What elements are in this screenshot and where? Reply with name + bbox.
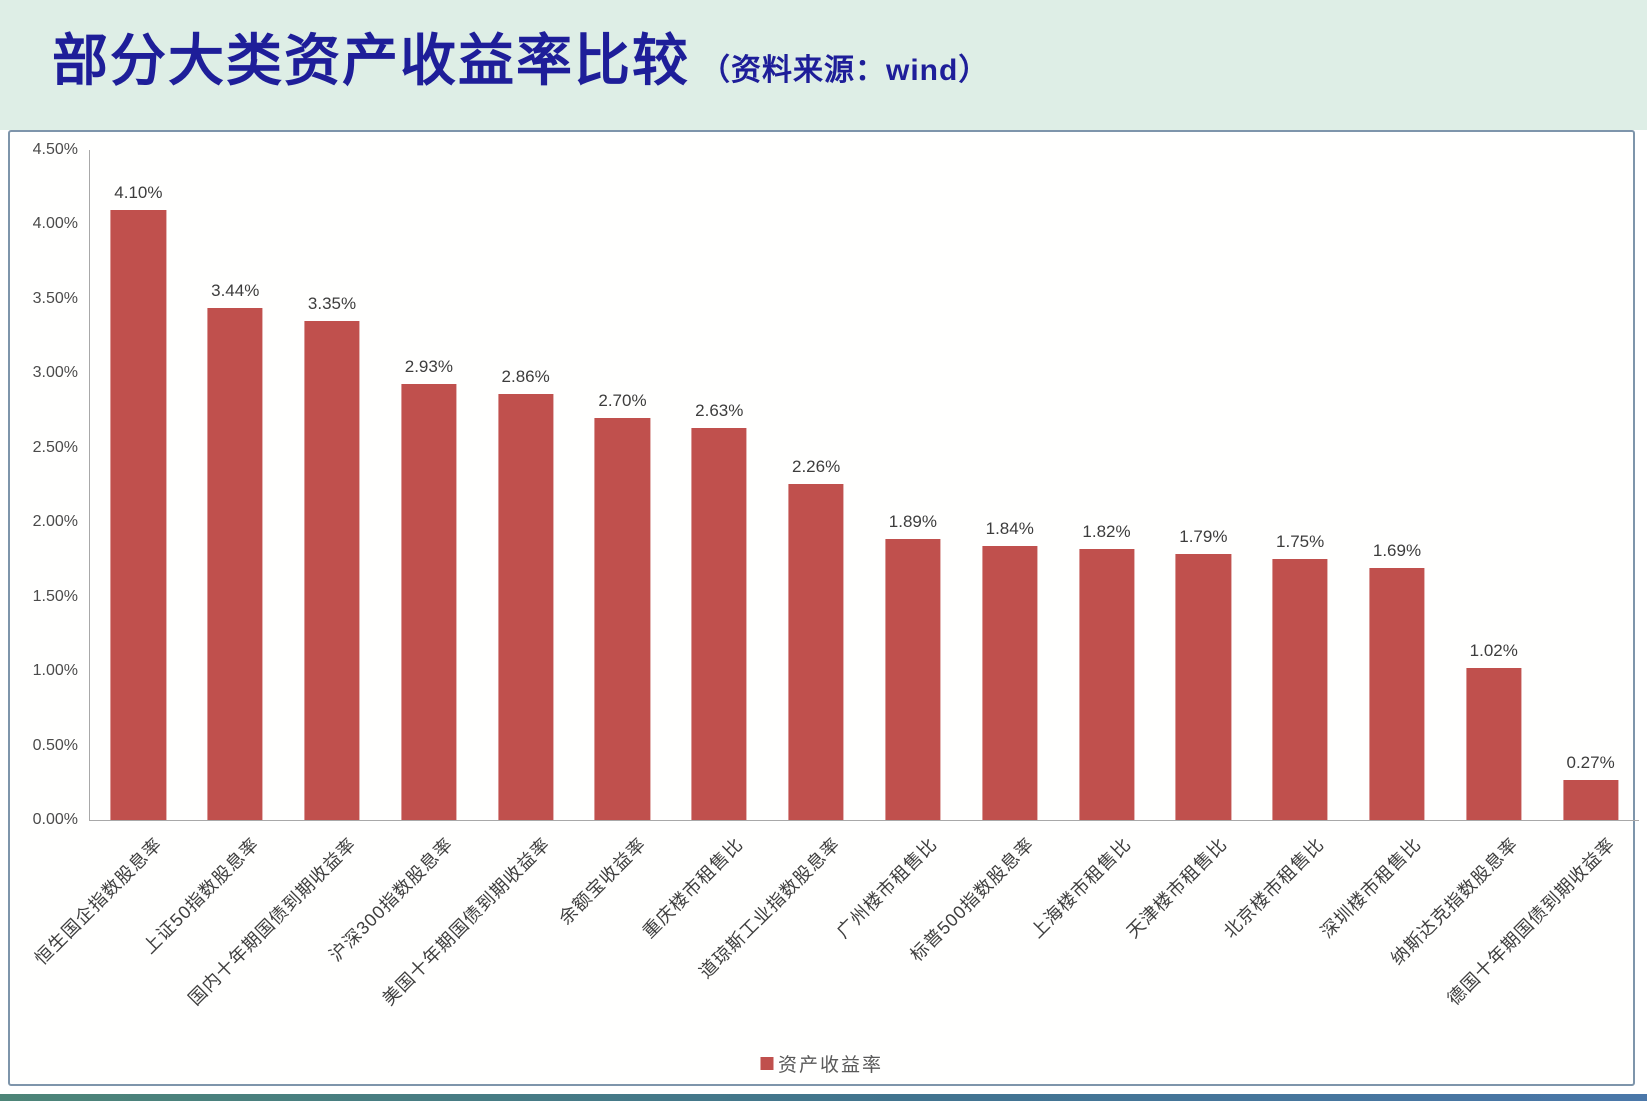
bar-value-label: 2.63% [695,401,744,421]
x-axis-category-label: 上海楼市租售比 [1026,833,1135,943]
x-axis-category-label: 天津楼市租售比 [1123,833,1232,943]
y-axis-tick-label: 3.00% [32,364,78,382]
bar-value-label: 1.89% [888,511,938,531]
y-axis-tick-label: 4.00% [32,215,78,233]
legend-swatch-icon [759,1057,773,1070]
y-axis-tick-label: 1.50% [32,587,78,605]
bar-value-label: 2.70% [598,391,647,410]
bar-slot: 1.79% [1155,150,1252,820]
bar-slot: 2.70% [574,150,671,820]
bar-slot: 3.44% [187,150,284,820]
bar-value-label: 3.35% [307,294,357,314]
bar [788,483,844,820]
bar-slot: 1.75% [1252,150,1349,820]
bar-slot: 0.27% [1542,150,1639,820]
bar-slot: 1.69% [1349,150,1446,820]
bar-value-label: 1.79% [1179,526,1228,546]
page-title: 部分大类资产收益率比较 [52,29,690,92]
legend: 资产收益率 [759,1050,884,1077]
y-axis-tick-label: 0.00% [32,811,78,828]
bar-value-label: 1.75% [1276,532,1325,552]
y-axis-tick-label: 2.50% [32,438,78,456]
x-axis-category-label: 美国十年期国债到期收益率 [378,833,554,1010]
bar-slot: 2.93% [380,150,477,820]
bar-value-label: 1.69% [1372,541,1422,561]
bar-value-label: 0.27% [1566,752,1615,772]
x-axis-category-label: 北京楼市租售比 [1219,833,1329,943]
bar [498,394,554,820]
bar-slot: 4.10% [90,150,187,820]
title-row: 部分大类资产收益率比较 （资料来源：wind） [52,30,989,92]
source-note: （资料来源：wind） [700,54,990,87]
bar-slot: 1.82% [1058,150,1155,820]
bar-value-label: 3.44% [211,280,260,300]
bar [1563,779,1619,820]
y-axis-tick-label: 1.00% [32,662,78,680]
bar-slot: 2.86% [477,150,574,820]
x-axis-category-label: 余额宝收益率 [555,833,651,929]
bar [982,546,1038,820]
bar-slot: 3.35% [284,150,381,820]
bar-value-label: 2.93% [404,356,453,376]
bar-slot: 1.89% [865,150,962,820]
bar-slot: 1.02% [1445,150,1542,820]
legend-label: 资产收益率 [777,1055,884,1076]
x-axis-category-label: 国内十年期国债到期收益率 [184,833,361,1010]
bar-slot: 1.84% [961,150,1058,820]
bar [691,428,747,820]
bar-slot: 2.63% [671,150,768,820]
bottom-accent-bar [0,1094,1647,1101]
bar-value-label: 1.02% [1469,641,1518,661]
bar-value-label: 1.84% [985,519,1034,539]
bar [1175,553,1231,820]
bar [1078,549,1135,820]
bar-value-label: 1.82% [1082,522,1131,542]
bar-slot: 2.26% [768,150,865,820]
x-axis-category-label: 德国十年期国债到期收益率 [1443,833,1619,1010]
bar [1272,559,1328,820]
y-axis-tick-label: 2.00% [32,513,78,531]
plot-area: 4.10% 3.44% 3.35% 2.93% 2.86% 2.70% 2.63% 2.26%… [89,150,1639,821]
y-axis-tick-label: 0.50% [32,736,78,754]
bar-value-label: 2.86% [501,367,550,387]
bar [885,538,941,820]
bar [594,418,651,820]
bar-value-label: 4.10% [114,182,163,202]
header-band: 部分大类资产收益率比较 （资料来源：wind） [0,0,1647,130]
bar-value-label: 2.26% [791,456,841,476]
bar [207,307,263,820]
bar [1466,668,1522,820]
bar [110,209,166,820]
bar [1369,568,1425,820]
y-axis-tick-label: 4.50% [32,141,78,158]
bar [304,321,360,820]
bars-area: 4.10% 3.44% 3.35% 2.93% 2.86% 2.70% 2.63% 2.26%… [90,150,1639,820]
chart-container: 4.50% 4.00% 3.50% 3.00% 2.50% 2.00% 1.50% 1.00%… [8,130,1639,1086]
bar [401,383,457,820]
y-axis-tick-label: 3.50% [32,289,78,307]
x-axis-labels: 恒生国企指数股息率 上证50指数股息率 国内十年期国债到期收益率 沪深300指数股息率… [31,821,1638,1071]
